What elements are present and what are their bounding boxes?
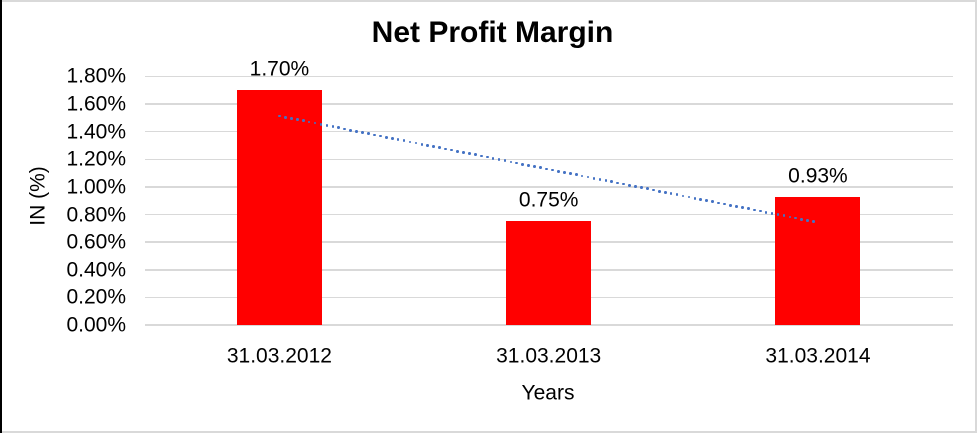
- trendline-dot: [741, 206, 744, 209]
- trendline-dot: [527, 164, 531, 167]
- trendline-dot: [551, 168, 554, 172]
- trendline-dot: [462, 151, 465, 154]
- trendline-dot: [539, 166, 542, 170]
- trendline-dot: [426, 144, 430, 147]
- trendline-dot: [402, 139, 406, 143]
- trendline-dot: [580, 174, 584, 178]
- trendline-dot: [735, 205, 738, 208]
- y-axis-tick-label: 1.20%: [66, 147, 126, 171]
- y-axis-tick-label: 0.60%: [66, 230, 126, 254]
- gridline: [144, 158, 953, 160]
- trendline-dot: [545, 167, 548, 171]
- trendline-dot: [604, 179, 608, 182]
- trendline-dot: [699, 198, 703, 201]
- trendline-dot: [444, 147, 447, 151]
- gridline: [144, 103, 953, 105]
- trendline-dot: [652, 188, 655, 192]
- trendline-dot: [705, 199, 709, 202]
- trendline-dot: [693, 196, 697, 200]
- trendline-dot: [373, 133, 376, 137]
- trendline-dot: [711, 200, 715, 204]
- trendline-dot: [557, 169, 560, 173]
- chart-title: Net Profit Margin: [371, 16, 614, 49]
- trendline-dot: [325, 124, 329, 127]
- y-axis-tick-label: 0.20%: [66, 285, 126, 309]
- y-axis-tick-label: 0.40%: [66, 258, 126, 282]
- trendline-dot: [533, 165, 536, 168]
- x-axis-category-label: 31.03.2014: [765, 344, 871, 368]
- trendline-dot: [723, 202, 726, 206]
- trendline-dot: [598, 178, 602, 181]
- trendline-dot: [479, 154, 483, 158]
- x-axis-category-label: 31.03.2013: [496, 344, 602, 368]
- bar-31.03.2012: [236, 90, 322, 326]
- trendline-dot: [337, 126, 341, 130]
- trendline-dot: [657, 189, 661, 193]
- trendline-dot: [396, 138, 400, 141]
- gridline: [144, 324, 953, 326]
- trendline-dot: [420, 142, 424, 146]
- trendline-dot: [509, 160, 513, 164]
- trendline-dot: [646, 187, 649, 191]
- trendline-dot: [752, 208, 756, 212]
- trendline-dot: [450, 148, 453, 152]
- bar-31.03.2014: [775, 196, 861, 326]
- trendline-dot: [367, 132, 370, 136]
- trendline-dot: [729, 203, 732, 207]
- trendline-dot: [622, 182, 625, 186]
- trendline-dot: [438, 146, 442, 150]
- trendline-dot: [663, 191, 667, 194]
- trendline-dot: [521, 162, 525, 166]
- data-label: 0.93%: [788, 164, 848, 188]
- trendline-dot: [669, 192, 673, 195]
- bar-31.03.2013: [506, 221, 592, 326]
- gridline: [144, 186, 953, 188]
- trendline-dot: [574, 173, 578, 177]
- data-label: 0.75%: [518, 188, 579, 212]
- trendline-dot: [758, 209, 762, 213]
- trendline-dot: [408, 140, 412, 144]
- trendline-dot: [592, 176, 596, 180]
- trendline-dot: [473, 153, 477, 157]
- y-axis-tick-label: 0.00%: [66, 313, 126, 337]
- trendline-dot: [610, 180, 614, 184]
- trendline-dot: [414, 141, 418, 145]
- gridline: [144, 130, 953, 133]
- trendline-dot: [468, 152, 471, 155]
- trendline-dot: [586, 175, 590, 179]
- trendline-dot: [681, 194, 685, 198]
- trendline-dot: [331, 125, 335, 128]
- y-axis-tick-label: 1.80%: [66, 64, 126, 88]
- trendline-dot: [390, 137, 394, 140]
- x-axis-category-label: 31.03.2012: [226, 344, 332, 368]
- y-axis-tick-label: 1.60%: [66, 92, 126, 116]
- trendline-dot: [432, 145, 436, 148]
- gridline: [144, 75, 953, 77]
- trendline-dot: [515, 161, 519, 165]
- data-label: 1.70%: [249, 57, 310, 81]
- trendline-dot: [378, 134, 382, 138]
- trendline-dot: [717, 201, 720, 205]
- trendline-dot: [687, 195, 691, 199]
- trendline-dot: [384, 135, 388, 139]
- y-axis-tick-label: 0.80%: [66, 203, 126, 227]
- trendline-dot: [456, 149, 459, 153]
- x-axis-title: Years: [521, 381, 575, 405]
- left-edge-line: [0, 0, 2, 433]
- trendline-dot: [616, 181, 620, 185]
- trendline-dot: [746, 207, 750, 211]
- y-axis-tick-label: 1.00%: [66, 175, 126, 199]
- y-axis-tick-label: 1.40%: [66, 120, 126, 144]
- gridline: [144, 213, 953, 216]
- trendline-dot: [675, 193, 679, 197]
- trendline-dot: [568, 172, 572, 175]
- trendline-dot: [562, 171, 566, 174]
